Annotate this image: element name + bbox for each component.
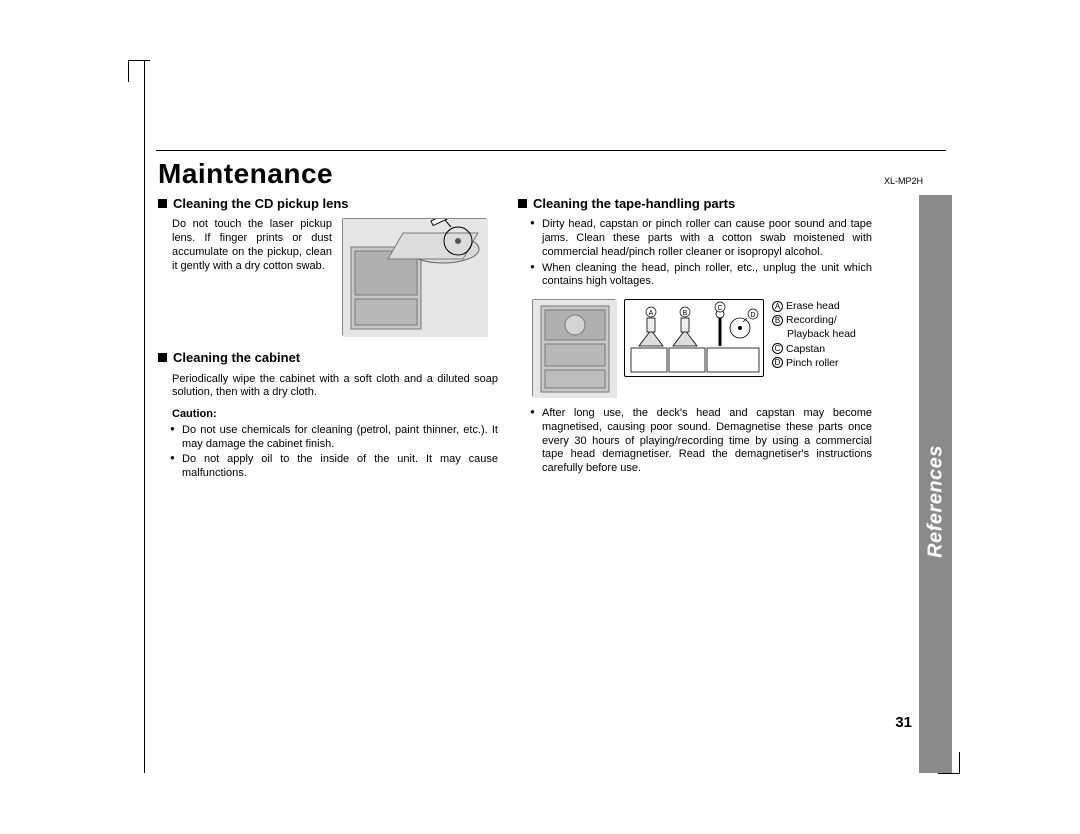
square-bullet-icon bbox=[158, 199, 167, 208]
section-heading-tape: Cleaning the tape-handling parts bbox=[518, 196, 872, 212]
cd-lens-text: Do not touch the laser pickup lens. If f… bbox=[158, 218, 332, 328]
tape-item: Dirty head, capstan or pinch roller can … bbox=[532, 218, 872, 259]
caution-item: Do not apply oil to the inside of the un… bbox=[172, 453, 498, 481]
svg-text:C: C bbox=[717, 305, 722, 312]
legend-item: DPinch roller bbox=[772, 356, 856, 370]
section-heading-cabinet: Cleaning the cabinet bbox=[158, 350, 498, 366]
caution-list: Do not use chemicals for cleaning (petro… bbox=[172, 424, 498, 481]
page-title: Maintenance bbox=[158, 158, 333, 190]
model-number: XL-MP2H bbox=[884, 176, 923, 186]
legend-text: Erase head bbox=[786, 300, 840, 312]
tape-list-1: Dirty head, capstan or pinch roller can … bbox=[532, 218, 872, 289]
square-bullet-icon bbox=[518, 199, 527, 208]
legend-item: AErase head bbox=[772, 299, 856, 313]
circle-d-icon: D bbox=[772, 357, 783, 368]
tape-legend: AErase head BRecording/ Playback head CC… bbox=[772, 299, 856, 370]
device-front-illustration bbox=[532, 299, 616, 397]
circle-c-icon: C bbox=[772, 343, 783, 354]
heading-text: Cleaning the CD pickup lens bbox=[173, 196, 349, 211]
section-tab-label: References bbox=[924, 445, 947, 558]
tape-list-2: After long use, the deck's head and caps… bbox=[532, 407, 872, 476]
caution-item: Do not use chemicals for cleaning (petro… bbox=[172, 424, 498, 452]
legend-item-cont: Playback head bbox=[772, 327, 856, 341]
right-column: Cleaning the tape-handling parts Dirty h… bbox=[518, 196, 872, 484]
legend-text: Pinch roller bbox=[786, 357, 839, 369]
legend-text: Recording/ bbox=[786, 314, 837, 326]
left-column: Cleaning the CD pickup lens Do not touch… bbox=[158, 196, 498, 489]
tape-mechanism-diagram: A B C D bbox=[624, 299, 764, 377]
cd-lens-illustration bbox=[342, 218, 487, 336]
tape-item: After long use, the deck's head and caps… bbox=[532, 407, 872, 476]
crop-mark-top-left bbox=[128, 60, 150, 82]
svg-text:A: A bbox=[649, 310, 654, 317]
tape-illustration-row: A B C D AErase head BRecording/ Playback… bbox=[532, 299, 872, 397]
section-tab: References bbox=[919, 195, 952, 773]
heading-text: Cleaning the tape-handling parts bbox=[533, 196, 735, 211]
circle-a-icon: A bbox=[772, 301, 783, 312]
svg-text:B: B bbox=[683, 310, 688, 317]
legend-text: Capstan bbox=[786, 343, 825, 355]
section-heading-cd-lens: Cleaning the CD pickup lens bbox=[158, 196, 498, 212]
cd-lens-row: Do not touch the laser pickup lens. If f… bbox=[158, 218, 498, 336]
legend-item: BRecording/ bbox=[772, 313, 856, 327]
circle-b-icon: B bbox=[772, 315, 783, 326]
page-number: 31 bbox=[895, 714, 912, 731]
tape-item: When cleaning the head, pinch roller, et… bbox=[532, 262, 872, 290]
caution-label: Caution: bbox=[172, 408, 498, 422]
cabinet-text: Periodically wipe the cabinet with a sof… bbox=[172, 373, 498, 401]
heading-text: Cleaning the cabinet bbox=[173, 350, 300, 365]
legend-item: CCapstan bbox=[772, 342, 856, 356]
header-rule bbox=[156, 150, 946, 151]
svg-text:D: D bbox=[750, 312, 755, 319]
square-bullet-icon bbox=[158, 353, 167, 362]
